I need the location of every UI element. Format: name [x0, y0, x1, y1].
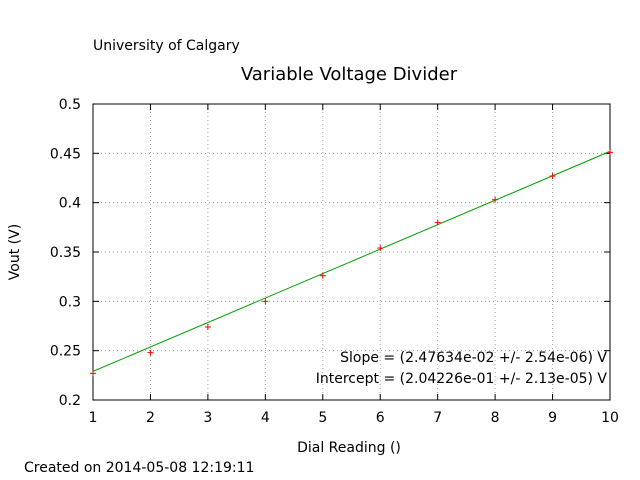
x-tick-label: 3: [203, 410, 212, 426]
y-tick-label: 0.2: [59, 393, 81, 409]
data-point: [549, 173, 556, 180]
x-tick-label: 4: [261, 410, 270, 426]
created-timestamp: Created on 2014-05-08 12:19:11: [24, 460, 254, 476]
fit-line: [92, 150, 611, 372]
data-point: [147, 349, 154, 356]
y-tick-label: 0.5: [59, 97, 81, 113]
y-tick-label: 0.3: [59, 294, 81, 310]
institution-label: University of Calgary: [93, 38, 240, 54]
grid: [93, 104, 610, 400]
intercept-annotation: Intercept = (2.04226e-01 +/- 2.13e-05) V: [316, 371, 608, 387]
data-point: [204, 323, 211, 330]
x-tick-label: 7: [433, 410, 442, 426]
y-tick-label: 0.35: [50, 245, 81, 261]
data-point: [377, 245, 384, 252]
data-point: [319, 272, 326, 279]
data-points: [90, 149, 613, 377]
x-axis-label: Dial Reading (): [297, 440, 401, 456]
data-point: [90, 370, 96, 377]
slope-annotation: Slope = (2.47634e-02 +/- 2.54e-06) V: [340, 350, 607, 366]
data-point: [434, 219, 441, 226]
y-tick-label: 0.25: [50, 344, 81, 360]
x-tick-label: 10: [601, 410, 619, 426]
x-tick-label: 5: [318, 410, 327, 426]
x-tick-label: 1: [89, 410, 98, 426]
y-tick-label: 0.4: [59, 196, 81, 212]
data-point: [262, 298, 269, 305]
data-point: [607, 149, 613, 156]
fit-line-group: [92, 150, 611, 372]
data-point: [492, 196, 499, 203]
plot-frame: [92, 103, 611, 401]
y-axis-label: Vout (V): [7, 224, 23, 280]
x-tick-label: 2: [146, 410, 155, 426]
x-tick-label: 9: [548, 410, 557, 426]
x-tick-label: 8: [491, 410, 500, 426]
chart-title: Variable Voltage Divider: [241, 64, 458, 85]
x-tick-label: 6: [376, 410, 385, 426]
tick-labels: 1 2 3 4 5 6 7 8 9 10 0.2 0.25 0.3 0.35 0.4 0.45 0.5: [50, 97, 619, 426]
y-tick-label: 0.45: [50, 146, 81, 162]
